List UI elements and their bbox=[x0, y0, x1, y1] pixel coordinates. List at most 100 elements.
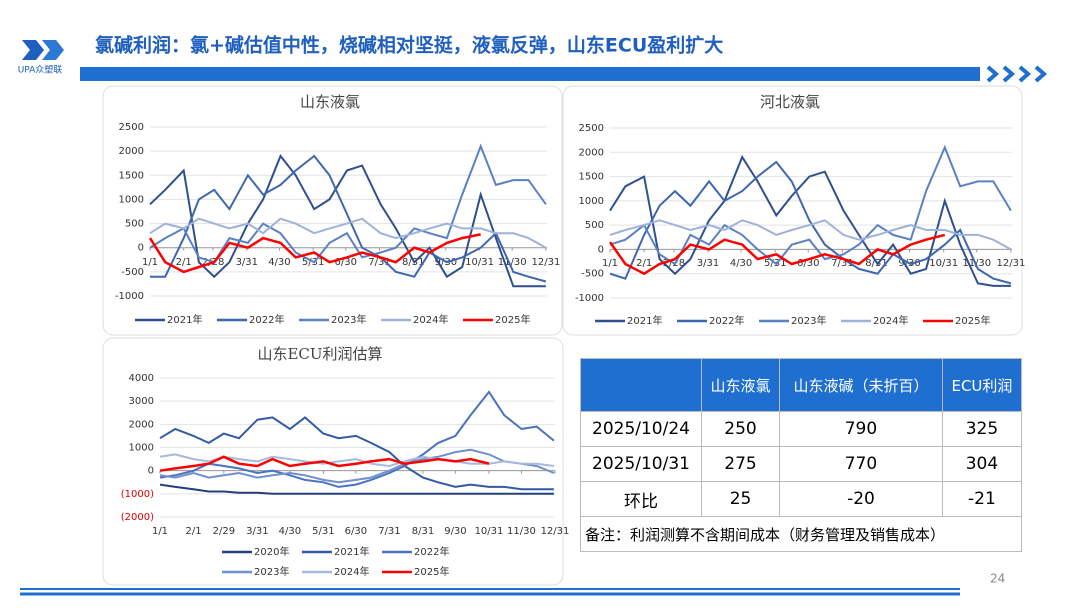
cell: 2025/10/31 bbox=[580, 446, 702, 482]
cell: -21 bbox=[941, 481, 1023, 517]
chart-title: 河北液氯 bbox=[760, 93, 820, 111]
y-tick-label: 1000 bbox=[119, 194, 144, 205]
slide-title: 氯碱利润：氯+碱估值中性，烧碱相对坚挺，液氯反弹，山东ECU盈利扩大 bbox=[95, 34, 723, 57]
y-tick-label: -500 bbox=[581, 269, 604, 280]
y-tick-label: -1000 bbox=[115, 291, 144, 302]
series-line bbox=[159, 455, 490, 472]
chart-frame bbox=[102, 85, 563, 336]
series-line bbox=[609, 219, 1012, 251]
page-number: 24 bbox=[990, 572, 1005, 586]
x-tick-label: 6/30 bbox=[797, 258, 819, 269]
x-tick-label: 3/31 bbox=[236, 257, 258, 268]
cell: 275 bbox=[700, 446, 781, 482]
legend-label: 2025年 bbox=[955, 314, 990, 327]
legend-label: 2025年 bbox=[414, 565, 449, 578]
series-line bbox=[149, 217, 547, 249]
chart-title: 山东液氯 bbox=[300, 93, 360, 111]
x-tick-label: 7/31 bbox=[831, 258, 853, 269]
series-line bbox=[159, 390, 555, 488]
y-tick-label: 0 bbox=[598, 244, 604, 255]
y-tick-label: 0 bbox=[138, 243, 144, 254]
x-tick-label: 8/31 bbox=[402, 257, 424, 268]
y-tick-label: 2500 bbox=[579, 123, 604, 134]
title-bar bbox=[80, 67, 980, 81]
series-line bbox=[149, 154, 546, 288]
x-tick-label: 11/30 bbox=[507, 526, 536, 537]
series-line bbox=[159, 416, 554, 491]
cell: 2025/10/24 bbox=[580, 411, 702, 447]
x-tick-label: 1/1 bbox=[142, 257, 158, 268]
y-tick-label: 500 bbox=[125, 219, 144, 230]
header-cell: 山东液碱（未折百） bbox=[779, 358, 943, 412]
series-line bbox=[608, 233, 946, 276]
x-tick-label: 4/30 bbox=[730, 258, 752, 269]
arrows bbox=[986, 65, 1048, 83]
series-line bbox=[609, 154, 1011, 287]
y-tick-label: -500 bbox=[121, 267, 144, 278]
y-tick-label: 1500 bbox=[579, 172, 604, 183]
x-tick-label: 10/31 bbox=[475, 526, 504, 537]
x-tick-label: 12/31 bbox=[531, 257, 560, 268]
x-tick-label: 12/31 bbox=[541, 526, 570, 537]
x-tick-label: 6/30 bbox=[335, 257, 357, 268]
x-tick-label: 1/1 bbox=[602, 258, 618, 269]
legend-label: 2023年 bbox=[791, 314, 826, 327]
series-line bbox=[609, 160, 1012, 285]
x-tick-label: 12/31 bbox=[996, 258, 1025, 269]
cell: 790 bbox=[779, 411, 943, 447]
x-tick-label: 7/31 bbox=[378, 526, 400, 537]
x-tick-label: 3/31 bbox=[697, 258, 719, 269]
x-tick-label: 5/31 bbox=[312, 526, 334, 537]
y-tick-label: 1000 bbox=[129, 443, 154, 454]
x-tick-label: 6/30 bbox=[345, 526, 367, 537]
legend-label: 2021年 bbox=[334, 545, 369, 558]
y-tick-label: 3000 bbox=[129, 396, 154, 407]
y-tick-label: 0 bbox=[148, 466, 154, 477]
legend-label: 2025年 bbox=[495, 313, 530, 326]
logo bbox=[22, 40, 64, 60]
series-line bbox=[149, 143, 547, 264]
legend-label: 2022年 bbox=[414, 545, 449, 558]
y-tick-label: 2000 bbox=[119, 146, 144, 157]
data-table: 山东液氯 山东液碱（未折百） ECU利润 2025/10/24 250 790 325… bbox=[580, 358, 1023, 552]
cell: 304 bbox=[941, 446, 1023, 482]
chart-title: 山东ECU利润估算 bbox=[257, 345, 382, 363]
legend-label: 2023年 bbox=[331, 313, 366, 326]
chart-frame bbox=[562, 85, 1023, 336]
x-tick-label: 1/1 bbox=[152, 526, 168, 537]
cell: 770 bbox=[779, 446, 943, 482]
x-tick-label: 10/31 bbox=[929, 258, 958, 269]
legend-label: 2022年 bbox=[249, 313, 284, 326]
chart-frame bbox=[102, 337, 564, 586]
header-row: 山东液氯 山东液碱（未折百） ECU利润 bbox=[580, 358, 1023, 412]
x-tick-label: 3/31 bbox=[246, 526, 268, 537]
series-line bbox=[150, 154, 547, 283]
series-line bbox=[148, 233, 481, 274]
series-line bbox=[609, 144, 1012, 266]
header-cell bbox=[580, 358, 702, 412]
y-tick-label: 1500 bbox=[119, 170, 144, 181]
y-tick-label: (2000) bbox=[121, 512, 154, 523]
x-tick-label: 9/30 bbox=[444, 526, 466, 537]
x-tick-label: 2/1 bbox=[186, 526, 202, 537]
legend-label: 2024年 bbox=[873, 314, 908, 327]
y-tick-label: 2000 bbox=[579, 147, 604, 158]
cell: 325 bbox=[941, 411, 1023, 447]
x-tick-label: 2/1 bbox=[636, 258, 652, 269]
cell: 250 bbox=[700, 411, 781, 447]
legend-label: 2024年 bbox=[334, 565, 369, 578]
header-cell: ECU利润 bbox=[941, 358, 1023, 412]
cell: -20 bbox=[779, 481, 943, 517]
x-tick-label: 4/30 bbox=[268, 257, 290, 268]
logo-text: UPA众塑联 bbox=[18, 65, 63, 76]
y-tick-label: 4000 bbox=[129, 373, 154, 384]
note: 备注：利润测算不含期间成本（财务管理及销售成本） bbox=[580, 516, 1022, 552]
series-line bbox=[159, 448, 555, 484]
legend-label: 2024年 bbox=[413, 313, 448, 326]
y-tick-label: 2000 bbox=[129, 419, 154, 430]
x-tick-label: 4/30 bbox=[279, 526, 301, 537]
x-tick-label: 2/29 bbox=[213, 526, 235, 537]
header-cell: 山东液氯 bbox=[700, 358, 781, 412]
